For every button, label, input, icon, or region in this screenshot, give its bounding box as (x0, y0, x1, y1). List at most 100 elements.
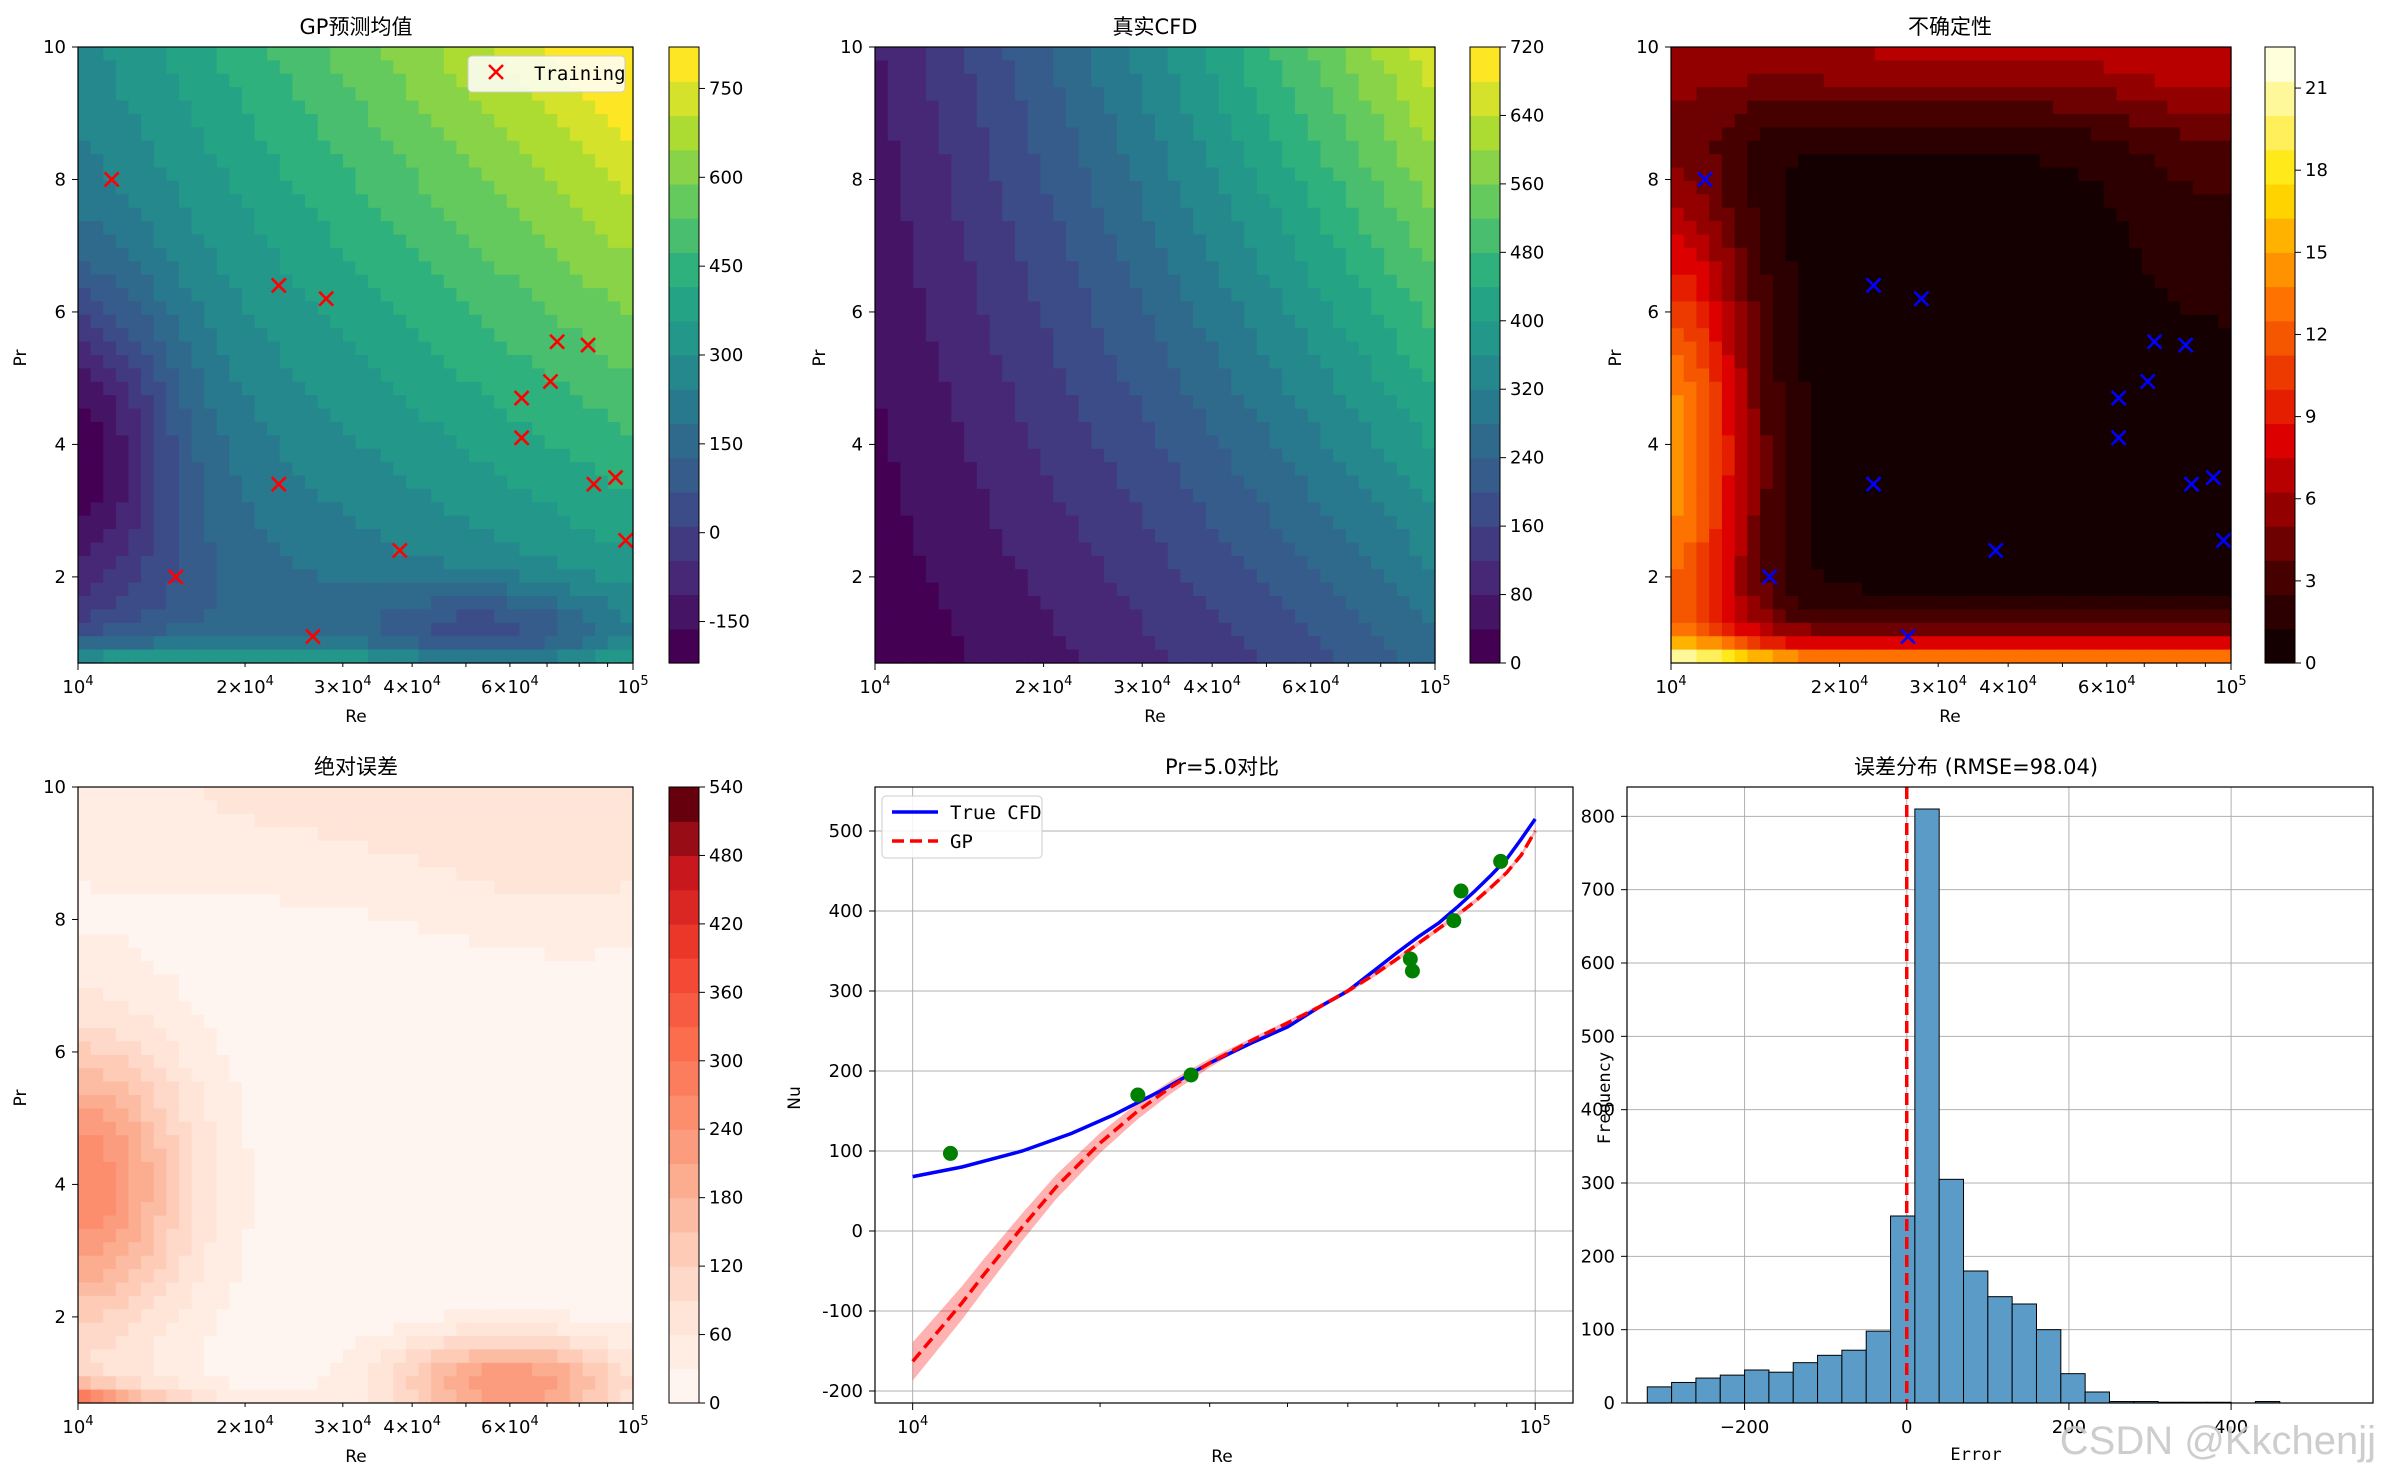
contour-cell (951, 180, 965, 195)
contour-cell (1295, 435, 1309, 450)
contour-cell (1269, 475, 1283, 490)
contour-cell (1180, 529, 1194, 544)
contour-cell (292, 341, 306, 356)
contour-cell (582, 221, 596, 236)
contour-cell (90, 515, 104, 530)
contour-cell (1205, 261, 1220, 276)
contour-cell (216, 113, 230, 128)
contour-cell (494, 234, 508, 249)
contour-cell (506, 301, 521, 316)
contour-cell (1811, 167, 1825, 182)
contour-cell (1409, 488, 1423, 503)
contour-cell (582, 569, 596, 584)
contour-cell (1142, 502, 1156, 517)
contour-cell (317, 73, 331, 88)
contour-cell (1091, 355, 1105, 369)
contour-cell (279, 301, 294, 316)
contour-cell (951, 234, 965, 249)
contour-cell (292, 421, 306, 436)
contour-cell (1027, 47, 1042, 61)
contour-cell (1244, 609, 1258, 624)
contour-cell (913, 234, 927, 249)
contour-cell (1231, 73, 1245, 88)
contour-cell (1696, 207, 1710, 222)
contour-cell (1696, 301, 1710, 316)
contour-cell (1040, 73, 1054, 88)
contour-cell (1747, 609, 1761, 624)
contour-cell (103, 261, 117, 276)
contour-cell (875, 435, 889, 450)
contour-cell (393, 87, 407, 102)
contour-cell (544, 555, 558, 570)
contour-cell (1849, 261, 1863, 276)
contour-cell (900, 555, 914, 570)
contour-cell (1696, 462, 1710, 477)
contour-cell (989, 60, 1003, 75)
contour-cell (330, 609, 344, 624)
contour-cell (368, 609, 382, 624)
contour-cell (1295, 555, 1309, 570)
contour-cell (368, 140, 382, 155)
contour-cell (1002, 649, 1016, 664)
contour-cell (90, 582, 104, 597)
contour-cell (229, 596, 243, 611)
contour-cell (1811, 649, 1825, 664)
contour-cell (456, 207, 470, 222)
contour-cell (1231, 435, 1245, 450)
contour-cell (1282, 421, 1296, 436)
contour-cell (1333, 408, 1347, 423)
contour-cell (1142, 341, 1156, 356)
contour-cell (1193, 274, 1207, 289)
contour-cell (951, 622, 965, 637)
contour-cell (951, 636, 965, 651)
contour-cell (1002, 475, 1016, 490)
contour-cell (443, 368, 458, 383)
contour-cell (241, 73, 256, 88)
contour-cell (431, 113, 445, 128)
contour-cell (1671, 582, 1685, 597)
contour-cell (128, 381, 142, 396)
contour-cell (1256, 127, 1271, 142)
contour-cell (1798, 328, 1812, 343)
contour-cell (569, 529, 584, 544)
contour-cell (1823, 234, 1838, 249)
contour-cell (1683, 73, 1698, 88)
contour-cell (279, 60, 294, 75)
contour-cell (1129, 555, 1143, 570)
contour-cell (1772, 381, 1787, 396)
contour-cell (544, 596, 558, 611)
contour-cell (1027, 542, 1042, 557)
contour-cell (1861, 582, 1876, 597)
contour-cell (1320, 381, 1334, 396)
contour-cell (1104, 221, 1118, 236)
contour-cell (393, 113, 407, 128)
contour-cell (380, 341, 394, 356)
contour-cell (469, 529, 483, 544)
contour-cell (532, 328, 546, 343)
contour-cell (393, 555, 407, 570)
contour-cell (1811, 127, 1825, 142)
contour-cell (532, 649, 546, 664)
contour-cell (1371, 368, 1385, 383)
contour-cell (1371, 221, 1385, 236)
contour-cell (620, 502, 634, 517)
contour-cell (317, 355, 331, 369)
contour-cell (875, 274, 889, 289)
contour-cell (620, 462, 634, 477)
contour-cell (557, 301, 571, 316)
contour-cell (1671, 395, 1685, 410)
contour-cell (191, 207, 205, 222)
contour-cell (582, 381, 596, 396)
contour-cell (875, 502, 889, 517)
contour-cell (115, 569, 130, 584)
contour-cell (607, 395, 621, 410)
training-point (270, 277, 287, 294)
contour-cell (1760, 221, 1774, 236)
contour-cell (1015, 274, 1029, 289)
contour-cell (1785, 261, 1799, 276)
contour-cell (267, 261, 281, 276)
contour-cell (951, 355, 965, 369)
contour-cell (393, 274, 407, 289)
contour-cell (481, 421, 495, 436)
contour-cell (1861, 113, 1876, 128)
